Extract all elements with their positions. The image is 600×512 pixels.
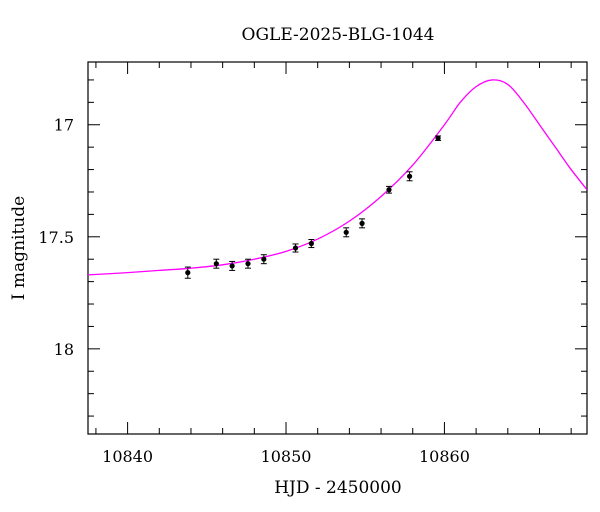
data-marker <box>343 229 349 235</box>
plot-frame <box>87 61 588 435</box>
data-marker <box>229 263 235 269</box>
data-marker <box>435 135 441 141</box>
data-point <box>435 135 442 141</box>
model-curve-group <box>88 79 587 276</box>
data-point <box>213 258 220 269</box>
data-point <box>260 254 267 265</box>
x-tick-label: 10860 <box>419 447 470 466</box>
data-point <box>359 218 366 229</box>
x-axis-label: HJD - 2450000 <box>274 478 402 498</box>
data-marker <box>261 256 267 262</box>
data-marker <box>292 245 299 251</box>
data-point <box>308 238 315 249</box>
y-axis-label: I magnitude <box>9 196 29 300</box>
data-marker <box>406 173 413 179</box>
data-marker <box>308 240 314 247</box>
chart-title: OGLE-2025-BLG-1044 <box>242 25 435 45</box>
y-tick-label: 17.5 <box>38 228 74 247</box>
data-point <box>343 227 350 238</box>
data-marker <box>245 261 251 267</box>
y-tick-label: 17 <box>54 116 74 135</box>
data-point <box>244 258 251 269</box>
data-marker <box>386 187 392 193</box>
x-tick-label: 10840 <box>102 447 153 466</box>
y-tick-label: 18 <box>54 340 74 359</box>
data-marker <box>213 261 219 267</box>
data-point <box>184 266 191 279</box>
x-tick-label: 10850 <box>261 447 312 466</box>
axis-ticks: 10840 10850 10860 17 17.5 18 <box>38 62 587 466</box>
data-point <box>292 243 299 253</box>
data-point <box>385 185 392 194</box>
data-marker <box>185 270 191 276</box>
model-curve <box>88 79 587 276</box>
data-marker <box>359 220 365 226</box>
data-point <box>406 171 413 182</box>
data-points-group <box>184 135 442 279</box>
data-point <box>229 260 236 271</box>
